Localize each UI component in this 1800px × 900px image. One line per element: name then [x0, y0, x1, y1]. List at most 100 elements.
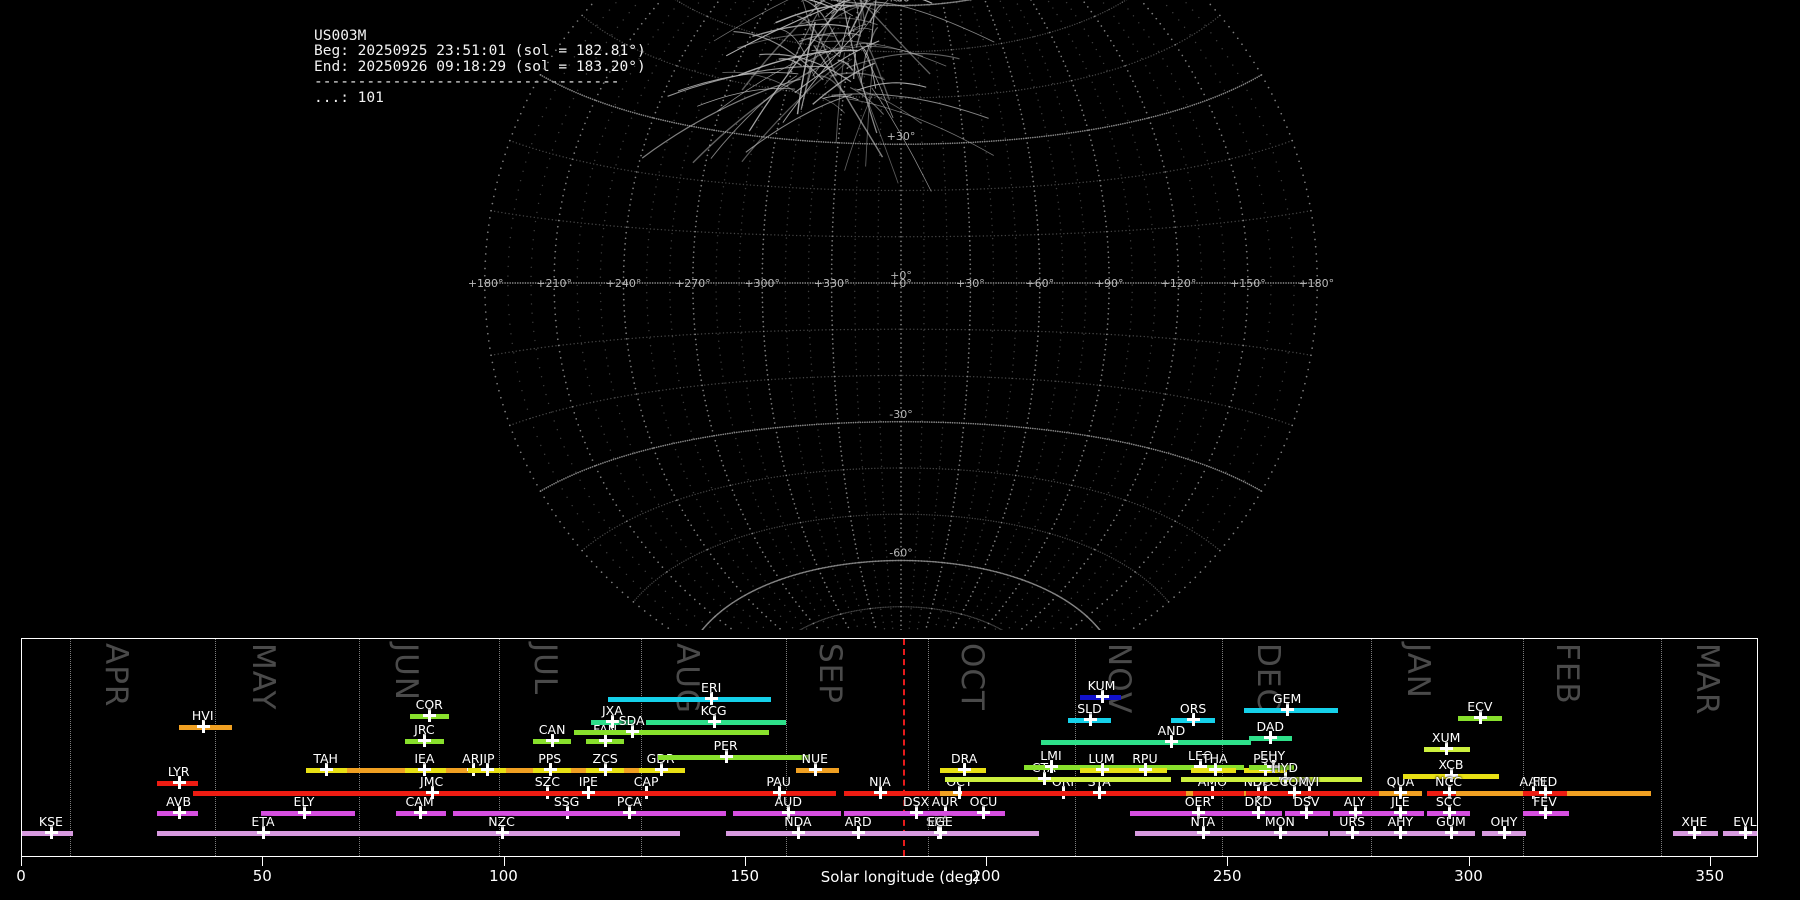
- shower-label-lum: LUM: [1088, 751, 1114, 766]
- shower-bar-avb[interactable]: [157, 811, 198, 816]
- shower-label-xcb: XCB: [1438, 757, 1463, 772]
- shower-bar-ecv[interactable]: [1458, 716, 1501, 721]
- shower-bar-zcs[interactable]: [586, 768, 625, 773]
- shower-label-hvi: HVI: [192, 708, 214, 723]
- x-tick: [21, 857, 22, 866]
- shower-bar-urs[interactable]: [1330, 831, 1376, 836]
- shower-bar-eta[interactable]: [157, 831, 381, 836]
- shower-label-aud: AUD: [775, 794, 802, 809]
- shower-bar-pca[interactable]: [530, 811, 725, 816]
- shower-label-aly: ALY: [1344, 794, 1366, 809]
- shower-bar-hvi[interactable]: [179, 725, 232, 730]
- shower-bar-tah[interactable]: [306, 768, 347, 773]
- shower-bar-lum[interactable]: [1080, 768, 1123, 773]
- shower-bar-tha[interactable]: [1191, 768, 1237, 773]
- shower-label-ard: ARD: [845, 814, 872, 829]
- shower-bar-lyr[interactable]: [157, 781, 198, 786]
- shower-bar-jrc[interactable]: [405, 739, 444, 744]
- shower-bar-ard[interactable]: [834, 831, 880, 836]
- shower-bar-kcg[interactable]: [646, 720, 786, 725]
- shower-bar-mon[interactable]: [1241, 831, 1328, 836]
- shower-label-pau: PAU: [766, 774, 790, 789]
- shower-bar-fev[interactable]: [1523, 811, 1569, 816]
- shower-bar-nzc[interactable]: [381, 831, 680, 836]
- month-divider-mar: [1661, 639, 1662, 856]
- shower-bar-and[interactable]: [1041, 740, 1251, 745]
- lon-label: +270°: [675, 277, 711, 290]
- shower-label-scc: SCC: [1436, 794, 1461, 809]
- shower-bar-ahy[interactable]: [1374, 831, 1432, 836]
- shower-label-cam: CAM: [406, 794, 434, 809]
- shower-bar-iea[interactable]: [405, 768, 446, 773]
- shower-label-sld: SLD: [1077, 701, 1102, 716]
- shower-bar-cor[interactable]: [410, 714, 449, 719]
- shower-label-jip: JIP: [480, 751, 495, 766]
- shower-label-jle: JLE: [1391, 794, 1410, 809]
- shower-bar-ely[interactable]: [261, 811, 355, 816]
- shower-label-zcs: ZCS: [593, 751, 618, 766]
- lon-label: +330°: [814, 277, 850, 290]
- shower-bar-can[interactable]: [533, 739, 572, 744]
- shower-bar-gdr[interactable]: [639, 768, 685, 773]
- shower-bar-ohy[interactable]: [1482, 831, 1525, 836]
- shower-label-nda: NDA: [784, 814, 811, 829]
- x-tick: [745, 857, 746, 866]
- shower-bar-fan[interactable]: [586, 739, 625, 744]
- shower-label-dkd: DKD: [1244, 794, 1271, 809]
- activity-panel[interactable]: APR MAY JUN JUL AUG SEP OCT NOV DEC JAN FEB MAR KSE H…: [21, 638, 1758, 857]
- shower-label-ssg: SSG: [554, 794, 580, 809]
- shower-label-dra: DRA: [951, 751, 977, 766]
- x-axis-title: Solar longitude (deg): [0, 868, 1800, 886]
- shower-label-szc: SZC: [535, 774, 560, 789]
- shower-bar-gem[interactable]: [1244, 708, 1338, 713]
- month-label-jun: JUN: [388, 643, 424, 701]
- month-label-mar: MAR: [1689, 643, 1725, 716]
- month-label-jan: JAN: [1400, 643, 1436, 699]
- shower-label-dad: DAD: [1256, 719, 1284, 734]
- shower-bar-sld[interactable]: [1068, 718, 1111, 723]
- shower-label-nta: NTA: [1190, 814, 1215, 829]
- dec-label: -30°: [889, 408, 912, 421]
- shower-bar-ocu[interactable]: [962, 811, 1005, 816]
- shower-bar-ors[interactable]: [1171, 718, 1214, 723]
- month-label-apr: APR: [98, 643, 134, 707]
- lon-label: +150°: [1230, 277, 1266, 290]
- shower-bar-ege[interactable]: [887, 831, 1039, 836]
- x-tick: [1469, 857, 1470, 866]
- shower-bar-evl[interactable]: [1723, 831, 1758, 836]
- shower-label-gem: GEM: [1273, 691, 1301, 706]
- shower-bar-hyd[interactable]: [1181, 777, 1362, 782]
- shower-bar-cta[interactable]: [945, 777, 1172, 782]
- shower-bar-per[interactable]: [658, 755, 810, 760]
- shower-bar-nue[interactable]: [796, 768, 839, 773]
- shower-label-xum: XUM: [1432, 730, 1461, 745]
- shower-bar-cam[interactable]: [396, 811, 447, 816]
- shower-bar-eri[interactable]: [608, 697, 772, 702]
- shower-bar-rpu[interactable]: [1123, 768, 1166, 773]
- shower-bar-xhe[interactable]: [1673, 831, 1719, 836]
- shower-label-nzc: NZC: [488, 814, 515, 829]
- shower-bar-dra[interactable]: [940, 768, 986, 773]
- shower-label-mon: MON: [1265, 814, 1295, 829]
- dec-label: +60°: [887, 0, 916, 5]
- shower-label-eta: ETA: [251, 814, 274, 829]
- shower-label-nue: NUE: [802, 751, 828, 766]
- shower-bar-kse[interactable]: [22, 831, 73, 836]
- x-tick: [262, 857, 263, 866]
- shower-bar-jip[interactable]: [468, 768, 507, 773]
- month-divider-nov: [1075, 639, 1076, 856]
- shower-label-nia: NIA: [869, 774, 891, 789]
- shower-label-aur: AUR: [932, 794, 958, 809]
- shower-label-xhe: XHE: [1681, 814, 1707, 829]
- shower-label-ocu: OCU: [970, 794, 998, 809]
- sky-map: +90°+60°+30°+0°-30°-60°-90°+180°+150°+12…: [0, 0, 1800, 630]
- shower-bar-pps[interactable]: [533, 768, 572, 773]
- shower-label-lyr: LYR: [168, 764, 190, 779]
- shower-bar-kum[interactable]: [1080, 695, 1121, 700]
- shower-bar-sda[interactable]: [574, 730, 769, 735]
- shower-bar-xum[interactable]: [1424, 747, 1470, 752]
- month-divider-may: [215, 639, 216, 856]
- shower-bar-dad[interactable]: [1249, 736, 1292, 741]
- shower-label-kcg: KCG: [701, 703, 727, 718]
- shower-bar-gum[interactable]: [1427, 831, 1475, 836]
